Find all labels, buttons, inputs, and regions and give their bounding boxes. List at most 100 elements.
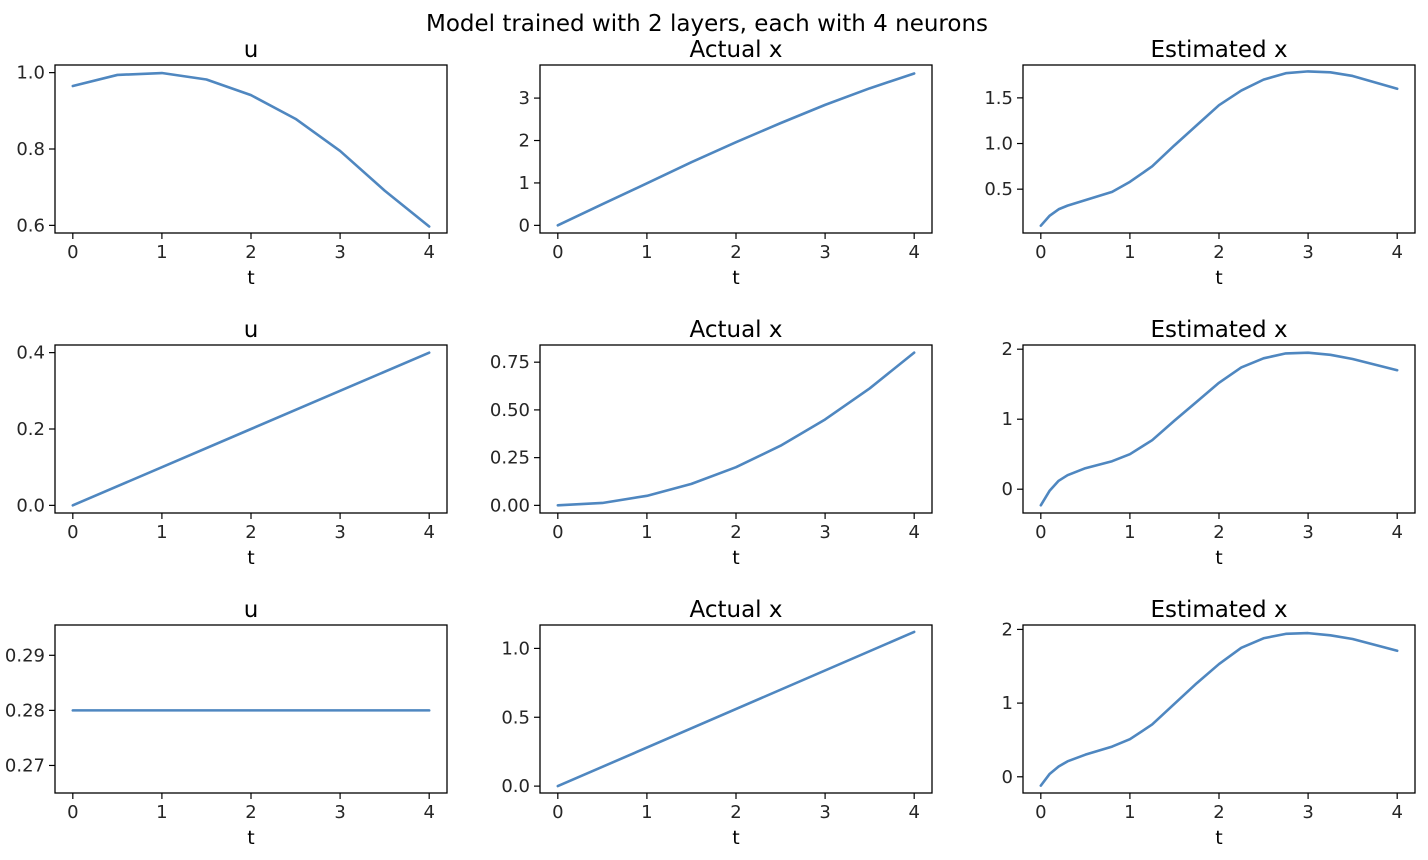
x-tick-label: 1 bbox=[156, 522, 167, 543]
subplot-title: u bbox=[244, 37, 259, 63]
x-tick-label: 0 bbox=[1035, 802, 1046, 823]
x-tick-label: 3 bbox=[334, 522, 345, 543]
y-tick-label: 0.5 bbox=[984, 179, 1013, 200]
series-line bbox=[556, 72, 916, 227]
x-tick-label: 4 bbox=[423, 522, 434, 543]
x-axis-label: t bbox=[247, 267, 254, 289]
subplot-2-3: Estimated x 0 1 2 3 4 0 1 2 t bbox=[1002, 317, 1416, 569]
x-tick-label: 3 bbox=[1302, 802, 1313, 823]
subplot-3-2: Actual x 0 1 2 3 4 0.0 0.5 1.0 t bbox=[501, 597, 933, 849]
x-tick-label: 4 bbox=[1391, 522, 1402, 543]
x-tick-label: 2 bbox=[1213, 242, 1224, 263]
subplot-title: Actual x bbox=[690, 597, 783, 623]
series-line bbox=[71, 351, 431, 507]
y-tick-label: 2 bbox=[1002, 339, 1013, 360]
x-tick-label: 2 bbox=[245, 242, 256, 263]
x-tick-label: 0 bbox=[552, 522, 563, 543]
series-line bbox=[1039, 70, 1399, 227]
y-tick-label: 1.5 bbox=[984, 88, 1013, 109]
x-tick-label: 0 bbox=[67, 522, 78, 543]
series-line bbox=[71, 71, 431, 228]
y-tick-label: 2 bbox=[1002, 619, 1013, 640]
y-tick-label: 0.8 bbox=[16, 139, 45, 160]
x-tick-label: 1 bbox=[641, 242, 652, 263]
y-tick-label: 0.27 bbox=[5, 755, 45, 776]
figure-suptitle: Model trained with 2 layers, each with 4… bbox=[426, 11, 988, 37]
x-tick-label: 3 bbox=[334, 802, 345, 823]
y-tick-label: 1 bbox=[519, 173, 530, 194]
x-tick-label: 0 bbox=[67, 802, 78, 823]
x-tick-label: 2 bbox=[1213, 522, 1224, 543]
x-tick-label: 1 bbox=[156, 242, 167, 263]
x-tick-label: 4 bbox=[423, 242, 434, 263]
subplot-title: Estimated x bbox=[1150, 317, 1287, 343]
x-axis-label: t bbox=[247, 547, 254, 569]
subplot-3-1: u 0 1 2 3 4 0.27 0.28 0.29 t bbox=[5, 597, 448, 849]
x-tick-label: 1 bbox=[1124, 522, 1135, 543]
y-tick-label: 0.0 bbox=[501, 776, 530, 797]
x-tick-label: 3 bbox=[1302, 522, 1313, 543]
x-tick-label: 4 bbox=[908, 522, 919, 543]
subplot-title: Estimated x bbox=[1150, 597, 1287, 623]
x-axis-label: t bbox=[1215, 827, 1222, 849]
subplot-title: u bbox=[244, 317, 259, 343]
y-tick-label: 0.00 bbox=[490, 495, 530, 516]
x-tick-label: 0 bbox=[67, 242, 78, 263]
x-axis-label: t bbox=[1215, 267, 1222, 289]
x-axis-label: t bbox=[732, 547, 739, 569]
x-tick-label: 0 bbox=[552, 242, 563, 263]
y-tick-label: 0 bbox=[1002, 767, 1013, 788]
x-tick-label: 1 bbox=[641, 802, 652, 823]
x-tick-label: 1 bbox=[156, 802, 167, 823]
y-tick-label: 0.4 bbox=[16, 343, 45, 364]
subplot-2-2: Actual x 0 1 2 3 4 0.00 0.25 0.50 0.75 t bbox=[490, 317, 933, 569]
y-tick-label: 0.75 bbox=[490, 352, 530, 373]
x-tick-label: 2 bbox=[730, 522, 741, 543]
x-tick-label: 4 bbox=[908, 242, 919, 263]
x-tick-label: 0 bbox=[552, 802, 563, 823]
y-tick-label: 3 bbox=[519, 88, 530, 109]
y-tick-label: 0.28 bbox=[5, 700, 45, 721]
x-tick-label: 3 bbox=[819, 522, 830, 543]
x-axis-label: t bbox=[732, 267, 739, 289]
y-tick-label: 0.5 bbox=[501, 707, 530, 728]
subplot-1-2: Actual x 0 1 2 3 4 0 1 2 3 t bbox=[519, 37, 933, 289]
y-tick-label: 0.0 bbox=[16, 495, 45, 516]
y-tick-label: 0.50 bbox=[490, 400, 530, 421]
x-tick-label: 1 bbox=[641, 522, 652, 543]
subplot-1-1: u 0 1 2 3 4 0.6 0.8 1.0 t bbox=[16, 37, 448, 289]
x-tick-label: 2 bbox=[730, 802, 741, 823]
x-tick-label: 2 bbox=[245, 522, 256, 543]
series-line bbox=[1039, 631, 1399, 787]
subplot-3-3: Estimated x 0 1 2 3 4 0 1 2 t bbox=[1002, 597, 1416, 849]
x-tick-label: 4 bbox=[423, 802, 434, 823]
y-tick-label: 1.0 bbox=[501, 638, 530, 659]
y-tick-label: 0.25 bbox=[490, 448, 530, 469]
x-tick-label: 3 bbox=[1302, 242, 1313, 263]
x-axis-label: t bbox=[732, 827, 739, 849]
x-tick-label: 3 bbox=[334, 242, 345, 263]
x-tick-label: 4 bbox=[1391, 242, 1402, 263]
x-tick-label: 4 bbox=[908, 802, 919, 823]
x-axis-label: t bbox=[247, 827, 254, 849]
y-tick-label: 2 bbox=[519, 131, 530, 152]
x-tick-label: 2 bbox=[1213, 802, 1224, 823]
subplot-2-1: u 0 1 2 3 4 0.0 0.2 0.4 t bbox=[16, 317, 448, 569]
x-tick-label: 4 bbox=[1391, 802, 1402, 823]
y-tick-label: 0 bbox=[519, 215, 530, 236]
subplot-title: Actual x bbox=[690, 37, 783, 63]
series-line bbox=[556, 630, 916, 788]
series-line bbox=[556, 351, 916, 507]
x-tick-label: 2 bbox=[730, 242, 741, 263]
x-tick-label: 3 bbox=[819, 242, 830, 263]
x-tick-label: 1 bbox=[1124, 802, 1135, 823]
y-tick-label: 1.0 bbox=[16, 63, 45, 84]
y-tick-label: 0.6 bbox=[16, 215, 45, 236]
x-tick-label: 3 bbox=[819, 802, 830, 823]
y-tick-label: 1 bbox=[1002, 693, 1013, 714]
subplot-title: u bbox=[244, 597, 259, 623]
subplot-title: Actual x bbox=[690, 317, 783, 343]
y-tick-label: 1 bbox=[1002, 409, 1013, 430]
